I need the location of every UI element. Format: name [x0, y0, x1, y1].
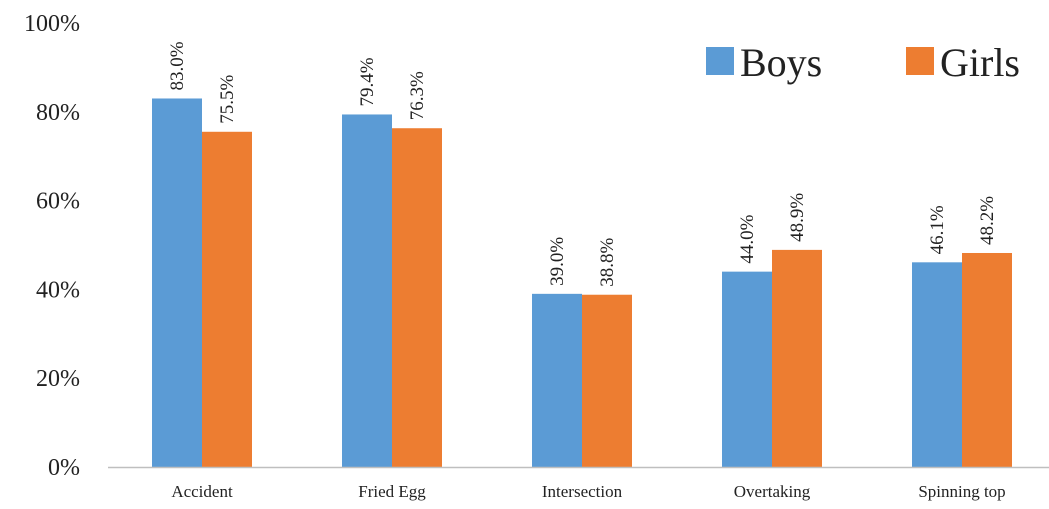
x-tick-label: Spinning top [918, 482, 1005, 501]
data-label: 39.0% [547, 237, 568, 286]
bar-boys-fried-egg [342, 114, 392, 468]
data-label: 38.8% [597, 237, 618, 286]
bar-boys-intersection [532, 293, 582, 467]
data-label: 48.2% [977, 196, 998, 245]
bar-girls-spinning-top [962, 252, 1012, 467]
y-tick-label: 60% [36, 189, 80, 215]
bar-girls-accident [202, 131, 252, 467]
data-label: 79.4% [357, 57, 378, 106]
bars [152, 98, 1012, 468]
data-label: 46.1% [927, 205, 948, 254]
legend: Boys Girls [706, 40, 1020, 85]
bar-girls-intersection [582, 294, 632, 467]
legend-swatch-boys [706, 47, 734, 75]
legend-swatch-girls [906, 47, 934, 75]
data-label: 44.0% [737, 214, 758, 263]
y-tick-label: 100% [24, 11, 80, 37]
y-tick-label: 0% [48, 455, 80, 481]
bar-girls-fried-egg [392, 128, 442, 467]
data-label: 83.0% [167, 41, 188, 90]
bar-boys-accident [152, 98, 202, 467]
bar-boys-overtaking [722, 271, 772, 467]
legend-label-girls: Girls [940, 40, 1020, 85]
x-tick-label: Fried Egg [358, 482, 426, 501]
x-tick-label: Accident [171, 482, 233, 501]
y-tick-label: 40% [36, 277, 80, 303]
x-tick-label: Overtaking [734, 482, 811, 501]
x-tick-label: Intersection [542, 482, 623, 501]
data-label: 75.5% [217, 75, 238, 124]
y-tick-label: 80% [36, 100, 80, 126]
y-tick-label: 20% [36, 366, 80, 392]
data-label: 76.3% [407, 71, 428, 120]
y-axis: 0% 20% 40% 60% 80% 100% [24, 11, 80, 481]
x-axis: Accident Fried Egg Intersection Overtaking S… [108, 466, 1049, 501]
data-label: 48.9% [787, 193, 808, 242]
bar-boys-spinning-top [912, 262, 962, 467]
data-labels: 83.0% 75.5% 79.4% 76.3% 39.0% 38.8% 44.0% 48.9%… [167, 41, 998, 286]
bar-girls-overtaking [772, 249, 822, 467]
legend-label-boys: Boys [740, 40, 822, 85]
